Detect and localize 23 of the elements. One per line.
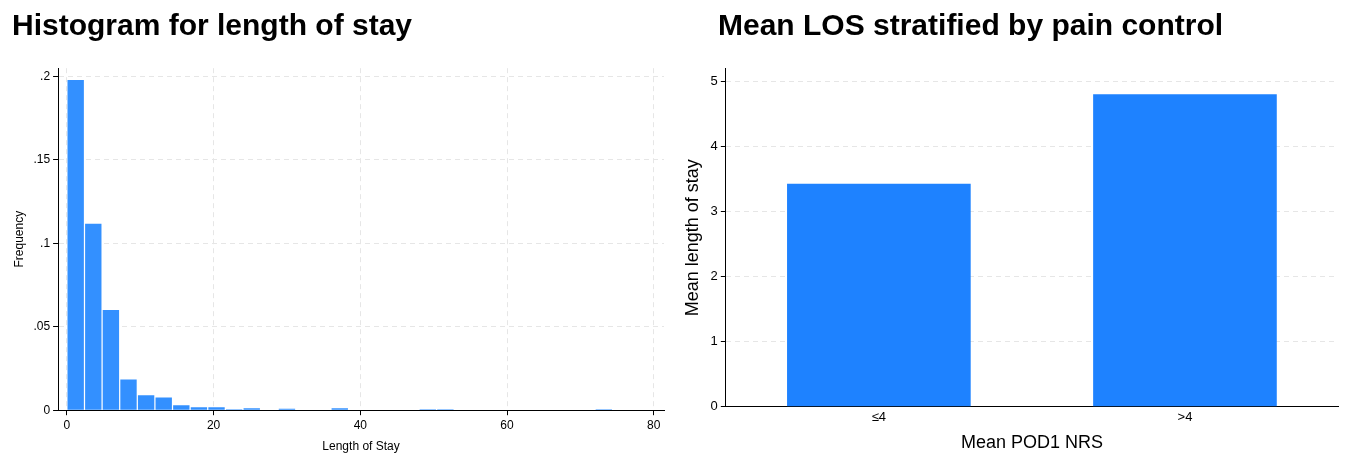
y-tick-label: 3 bbox=[710, 203, 718, 219]
x-tick-label: 20 bbox=[206, 417, 221, 432]
x-tick-label: >4 bbox=[1177, 409, 1193, 425]
y-axis-title: Frequency bbox=[11, 210, 26, 268]
x-tick-label: ≤4 bbox=[871, 409, 887, 425]
y-tick-label: 0 bbox=[710, 398, 718, 414]
y-tick-label: .05 bbox=[33, 319, 51, 334]
x-tick-label: 0 bbox=[63, 417, 71, 432]
x-axis-title: Mean POD1 NRS bbox=[960, 432, 1103, 453]
y-tick-label: 5 bbox=[710, 73, 718, 89]
chart-title: Mean LOS stratified by pain control bbox=[717, 8, 1225, 43]
y-tick-label: .1 bbox=[40, 235, 51, 250]
y-tick-label: 1 bbox=[710, 333, 718, 349]
y-tick-label: .15 bbox=[33, 152, 51, 167]
x-axis-title: Length of Stay bbox=[322, 439, 400, 454]
y-tick-label: .2 bbox=[40, 68, 51, 83]
chart-title: Histogram for length of stay bbox=[11, 8, 414, 43]
x-tick-label: 60 bbox=[500, 417, 515, 432]
y-tick-label: 4 bbox=[710, 138, 718, 154]
y-tick-label: 2 bbox=[710, 268, 718, 284]
x-tick-label: 40 bbox=[353, 417, 368, 432]
y-axis-title: Mean length of stay bbox=[681, 159, 702, 317]
x-tick-label: 80 bbox=[647, 417, 661, 432]
